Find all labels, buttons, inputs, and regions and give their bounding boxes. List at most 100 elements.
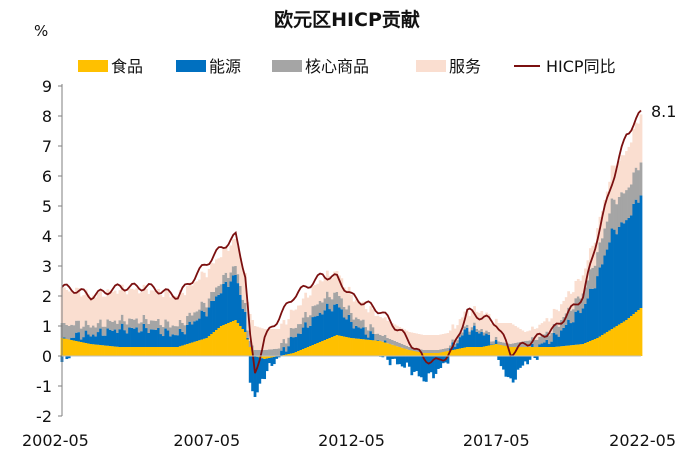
bar-segment [260,328,264,350]
bar-segment [265,356,269,359]
bar-segment [492,323,496,342]
bar-segment [535,356,539,360]
bar-segment [152,320,156,330]
bar-segment [400,344,404,348]
bar-segment [540,335,544,344]
bar-segment [323,310,327,340]
bar-segment [367,337,370,340]
bar-segment [605,249,609,332]
bar-segment [509,356,513,379]
bar-segment [502,342,505,346]
bar-segment [477,333,481,347]
bar-segment [509,347,513,356]
bar-segment [555,309,558,325]
bar-segment [176,296,180,327]
bar-segment [639,195,643,308]
bar-segment [174,326,177,336]
bar-segment [352,338,356,356]
bar-segment [436,350,440,353]
bar-segment [152,329,156,347]
bar-segment [313,316,317,344]
bar-segment [386,320,390,338]
bar-segment [234,238,238,266]
bar-segment [75,287,78,321]
bar-segment [383,340,387,343]
bar-segment [236,274,240,284]
bar-segment [99,345,102,356]
bar-segment [518,329,522,342]
x-tick-label: 2022-05 [609,431,676,450]
bar-segment [118,347,122,356]
bar-segment [482,314,486,333]
bar-segment [272,329,276,349]
bar-segment [123,330,127,347]
bar-segment [130,347,134,356]
bar-segment [376,340,380,356]
bar-segment [364,339,368,356]
bar-segment [63,323,66,338]
bar-segment [154,320,158,330]
bar-segment [468,331,472,335]
bar-segment [79,339,83,342]
bar-segment [284,324,288,344]
bar-segment [362,339,365,356]
bar-segment [299,333,303,350]
bar-segment [224,324,228,356]
bar-segment [569,345,573,356]
bar-segment [200,301,204,311]
bar-segment [601,335,604,356]
bar-segment [581,308,585,344]
bar-segment [222,247,226,275]
bar-segment [591,340,595,356]
bar-segment [128,347,131,356]
bar-segment [91,295,95,326]
bar-segment [352,301,356,320]
bar-segment [82,342,86,356]
bar-segment [608,242,612,331]
bar-segment [161,297,165,328]
bar-segment [193,321,197,342]
bar-segment [533,347,537,356]
bar-segment [292,337,295,353]
bar-segment [506,323,510,344]
bar-segment [140,347,143,356]
bar-segment [333,336,336,356]
bar-segment [231,239,235,267]
bar-segment [82,295,86,327]
bar-segment [297,324,300,334]
bar-segment [632,128,636,173]
bar-segment [89,327,93,337]
bar-segment [470,330,474,347]
bar-segment [405,346,409,350]
bar-segment [272,357,276,365]
bar-segment [593,339,597,356]
bar-segment [335,270,339,292]
bar-segment [236,246,240,275]
bar-segment [297,351,300,356]
bar-segment [584,343,587,356]
bar-segment [147,347,151,356]
bar-segment [123,347,127,356]
bar-segment [176,326,180,336]
bar-segment [142,314,146,324]
bar-segment [514,343,517,347]
bar-segment [465,347,469,356]
bar-segment [128,318,131,328]
bar-segment [533,329,537,340]
bar-segment [463,347,467,356]
bar-segment [364,309,368,328]
bar-segment [490,323,493,342]
bar-segment [552,323,556,333]
bar-segment [543,347,546,356]
bar-segment [181,345,185,356]
bar-segment [169,297,172,328]
bar-segment [629,184,633,216]
bar-segment [113,329,117,347]
bar-segment [516,356,520,370]
bar-segment [253,350,257,356]
bar-segment [77,332,81,342]
bar-segment [96,323,100,333]
bar-segment [159,295,163,326]
bar-segment [547,344,551,347]
bar-segment [157,347,160,356]
